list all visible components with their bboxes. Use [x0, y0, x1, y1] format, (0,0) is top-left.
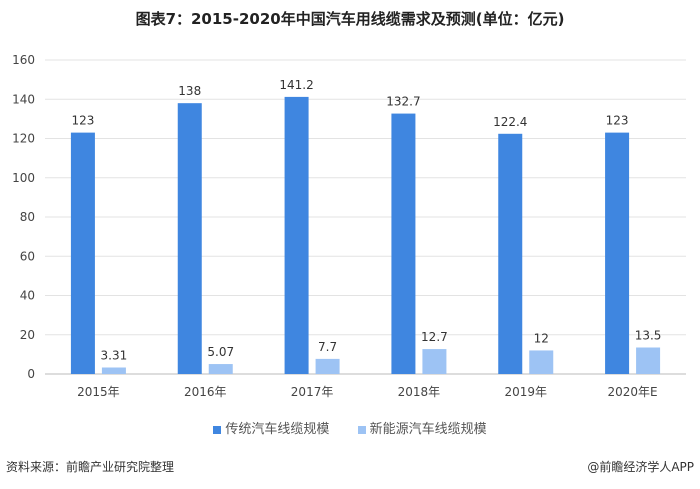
y-tick-label: 140: [12, 92, 35, 106]
data-label: 132.7: [386, 95, 420, 109]
chart-title: 图表7：2015-2020年中国汽车用线缆需求及预测(单位：亿元): [135, 10, 565, 28]
legend-label: 传统汽车线缆规模: [225, 422, 330, 437]
legend-item-traditional: 传统汽车线缆规模: [213, 418, 329, 437]
data-label: 122.4: [493, 115, 527, 129]
data-label: 138: [178, 84, 201, 98]
y-tick-label: 60: [20, 249, 35, 263]
x-tick-label: 2020年E: [608, 385, 658, 399]
legend: 传统汽车线缆规模 新能源汽车线缆规模: [0, 418, 700, 437]
y-tick-label: 160: [12, 53, 35, 67]
x-tick-label: 2017年: [291, 385, 334, 399]
bar: [70, 132, 95, 374]
data-label: 12: [534, 331, 549, 345]
credit: @前瞻经济学人APP: [587, 460, 694, 474]
data-label: 5.07: [207, 345, 234, 359]
data-label: 3.31: [101, 349, 128, 363]
bar: [529, 350, 554, 374]
bar: [101, 367, 126, 374]
x-tick-label: 2015年: [77, 385, 120, 399]
bar: [498, 133, 523, 374]
data-label: 141.2: [279, 78, 313, 92]
y-tick-label: 120: [12, 132, 35, 146]
bar: [284, 96, 309, 375]
x-tick-label: 2018年: [398, 385, 441, 399]
bar: [422, 349, 447, 374]
data-label: 7.7: [318, 340, 337, 354]
y-tick-label: 0: [27, 367, 35, 381]
bar: [636, 347, 661, 374]
bar: [177, 103, 202, 375]
legend-swatch: [213, 425, 222, 434]
x-tick-label: 2016年: [184, 385, 227, 399]
data-label: 123: [606, 114, 629, 128]
data-label: 13.5: [635, 329, 662, 343]
y-tick-label: 40: [20, 289, 35, 303]
bar: [605, 132, 630, 374]
bar: [391, 113, 416, 375]
legend-swatch: [357, 425, 366, 434]
bar: [315, 358, 340, 374]
bar: [208, 364, 233, 374]
x-tick-label: 2019年: [504, 385, 547, 399]
legend-item-new-energy: 新能源汽车线缆规模: [357, 418, 487, 437]
legend-label: 新能源汽车线缆规模: [369, 422, 487, 437]
source-note: 资料来源：前瞻产业研究院整理: [6, 460, 175, 474]
data-label: 123: [71, 114, 94, 128]
y-tick-label: 100: [12, 171, 35, 185]
data-label: 12.7: [421, 330, 448, 344]
y-tick-label: 20: [20, 328, 35, 342]
y-tick-label: 80: [20, 210, 35, 224]
